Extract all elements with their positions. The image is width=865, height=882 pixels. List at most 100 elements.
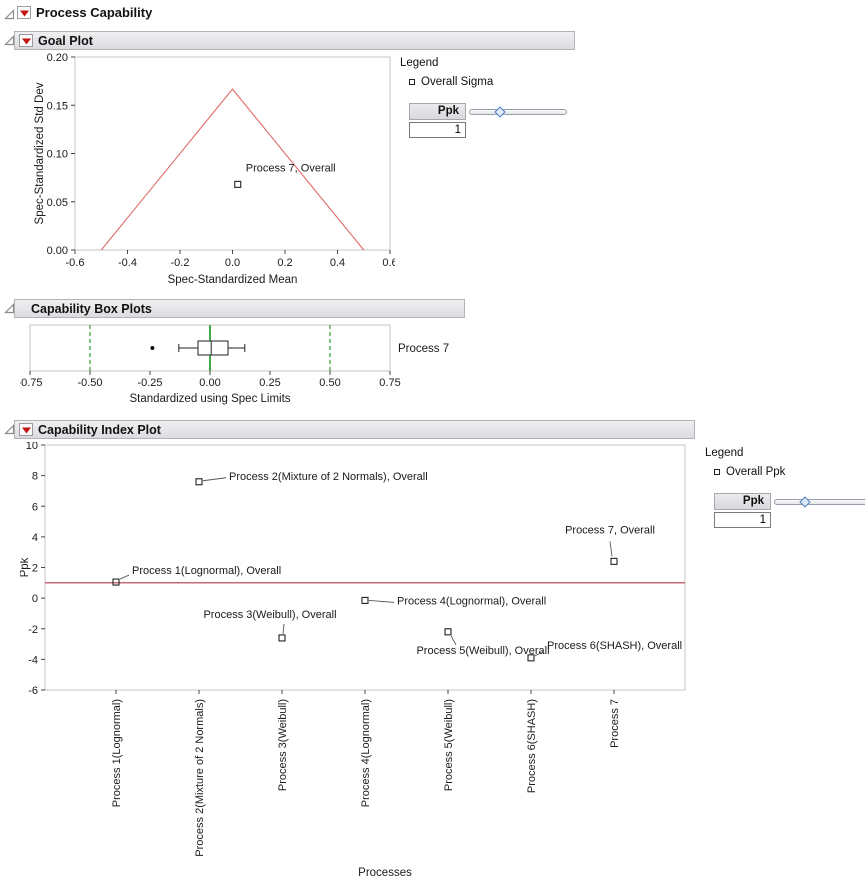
label-leader-line	[119, 574, 130, 580]
goal-ppk-label: Ppk	[409, 103, 466, 120]
x-tick-label: -0.25	[137, 377, 162, 389]
goal-plot-frame	[74, 56, 391, 251]
index-point-marker[interactable]	[195, 478, 203, 486]
square-marker-icon	[409, 79, 415, 85]
index-ppk-slider[interactable]	[774, 493, 865, 510]
label-leader-line	[368, 599, 395, 603]
index-point-label: Process 1(Lognormal), Overall	[132, 565, 281, 577]
label-leader-line	[534, 650, 545, 657]
report-header: Process Capability	[17, 5, 152, 20]
goal-ppk-slider[interactable]	[469, 103, 567, 120]
y-tick-label: 10	[26, 442, 38, 452]
index-point-marker[interactable]	[361, 596, 369, 604]
red-triangle-icon	[19, 10, 29, 16]
index-point-marker[interactable]	[278, 634, 286, 642]
red-triangle-icon	[21, 38, 31, 44]
x-category-label: Process 3(Weibull)	[277, 699, 289, 791]
x-axis-title: Spec-Standardized Mean	[168, 274, 298, 286]
y-tick-label: 0.10	[47, 149, 68, 161]
x-tick-label: -0.2	[171, 257, 190, 269]
outlier-point[interactable]	[150, 346, 155, 350]
index-legend-entry: Overall Ppk	[714, 466, 863, 478]
index-point-marker[interactable]	[444, 628, 452, 636]
y-tick-label: -6	[28, 685, 38, 697]
disclosure-triangle-box-plots-icon[interactable]	[4, 303, 15, 314]
index-plot-frame	[44, 444, 686, 691]
red-triangle-menu-root[interactable]	[17, 6, 31, 19]
y-tick-label: 0.00	[47, 245, 68, 257]
goal-point-marker[interactable]	[234, 180, 242, 188]
x-tick-label: 0.4	[330, 257, 345, 269]
slider-track[interactable]	[469, 109, 567, 115]
x-axis-title: Processes	[358, 867, 412, 879]
goal-legend-entry-label: Overall Sigma	[421, 76, 494, 88]
red-triangle-icon	[21, 427, 31, 433]
red-triangle-menu-index-plot[interactable]	[19, 423, 33, 436]
disclosure-triangle-root-icon[interactable]	[4, 9, 15, 20]
x-tick-label: 0.50	[319, 377, 340, 389]
x-tick-label: -0.4	[118, 257, 137, 269]
index-plot-title: Capability Index Plot	[38, 422, 161, 437]
y-tick-label: 8	[32, 471, 38, 483]
x-category-label: Process 6(SHASH)	[526, 699, 538, 793]
box-plots-header-bar[interactable]: Capability Box Plots	[14, 299, 465, 318]
x-category-label: Process 5(Weibull)	[443, 699, 455, 791]
index-legend-entry-label: Overall Ppk	[726, 466, 786, 478]
index-point-marker[interactable]	[610, 557, 618, 565]
goal-legend-title: Legend	[400, 57, 439, 69]
goal-ppk-value-input[interactable]	[409, 122, 466, 138]
index-plot-side-panel: Legend Overall Ppk Ppk	[705, 447, 865, 528]
index-point-label: Process 5(Weibull), Overall	[416, 645, 549, 657]
box-plot-box[interactable]	[197, 340, 229, 356]
slider-track[interactable]	[774, 499, 865, 505]
y-tick-label: 0.20	[47, 52, 68, 64]
goal-plot-chart: -0.6 -0.4 -0.2 0.0 0.2 0.4 0.6 0.00 0.05 0.10 0.15…	[34, 52, 395, 286]
y-tick-label: 2	[32, 563, 38, 575]
index-plot-chart: 10 8 6 4 2 0 -2 -4 -6 Process 1(Lognormal) Process…	[20, 442, 686, 879]
goal-triangle-line	[100, 88, 365, 251]
disclosure-triangle-goal-plot-icon[interactable]	[4, 35, 15, 46]
x-tick-label: 0.25	[259, 377, 280, 389]
y-tick-label: 0.15	[47, 100, 68, 112]
y-tick-label: 0	[32, 593, 38, 605]
index-point-label: Process 4(Lognormal), Overall	[397, 595, 546, 607]
y-axis-title: Ppk	[20, 557, 31, 577]
label-leader-line	[450, 635, 457, 646]
x-tick-label: -0.6	[66, 257, 85, 269]
y-tick-label: -2	[28, 624, 38, 636]
index-point-label: Process 2(Mixture of 2 Normals), Overall	[229, 471, 428, 483]
index-point-marker[interactable]	[112, 578, 120, 586]
x-tick-label: -0.50	[77, 377, 102, 389]
index-ppk-value-input[interactable]	[714, 512, 771, 528]
index-ppk-label: Ppk	[714, 493, 771, 510]
label-leader-line	[282, 623, 285, 634]
goal-legend-entry: Overall Sigma	[409, 76, 570, 88]
y-axis-title: Spec-Standardized Std Dev	[34, 82, 46, 224]
x-tick-label: 0.75	[379, 377, 400, 389]
y-tick-label: -4	[28, 654, 38, 666]
index-plot-header-bar[interactable]: Capability Index Plot	[14, 420, 695, 439]
goal-plot-header-bar[interactable]: Goal Plot	[14, 31, 575, 50]
x-category-label: Process 1(Lognormal)	[111, 699, 123, 807]
index-point-marker[interactable]	[527, 654, 535, 662]
x-category-label: Process 2(Mixture of 2 Normals)	[194, 699, 206, 857]
x-tick-label: 0.6	[382, 257, 395, 269]
label-leader-line	[202, 477, 227, 482]
goal-point-label: Process 7, Overall	[246, 162, 336, 174]
goal-plot-side-panel: Legend Overall Sigma Ppk	[400, 57, 570, 138]
x-tick-label: -0.75	[20, 377, 43, 389]
red-triangle-menu-goal-plot[interactable]	[19, 34, 33, 47]
x-tick-label: 0.00	[199, 377, 220, 389]
index-point-label: Process 7, Overall	[565, 524, 655, 536]
index-legend-title: Legend	[705, 447, 744, 459]
box-plots-title: Capability Box Plots	[31, 301, 152, 316]
x-category-label: Process 4(Lognormal)	[360, 699, 372, 807]
x-tick-label: 0.0	[225, 257, 240, 269]
y-tick-label: 6	[32, 501, 38, 513]
x-axis-title: Standardized using Spec Limits	[129, 393, 290, 405]
index-point-label: Process 6(SHASH), Overall	[547, 640, 682, 652]
disclosure-triangle-index-plot-icon[interactable]	[4, 424, 15, 435]
x-category-label: Process 7	[609, 699, 621, 748]
index-point-label: Process 3(Weibull), Overall	[203, 609, 336, 621]
x-tick-label: 0.2	[277, 257, 292, 269]
